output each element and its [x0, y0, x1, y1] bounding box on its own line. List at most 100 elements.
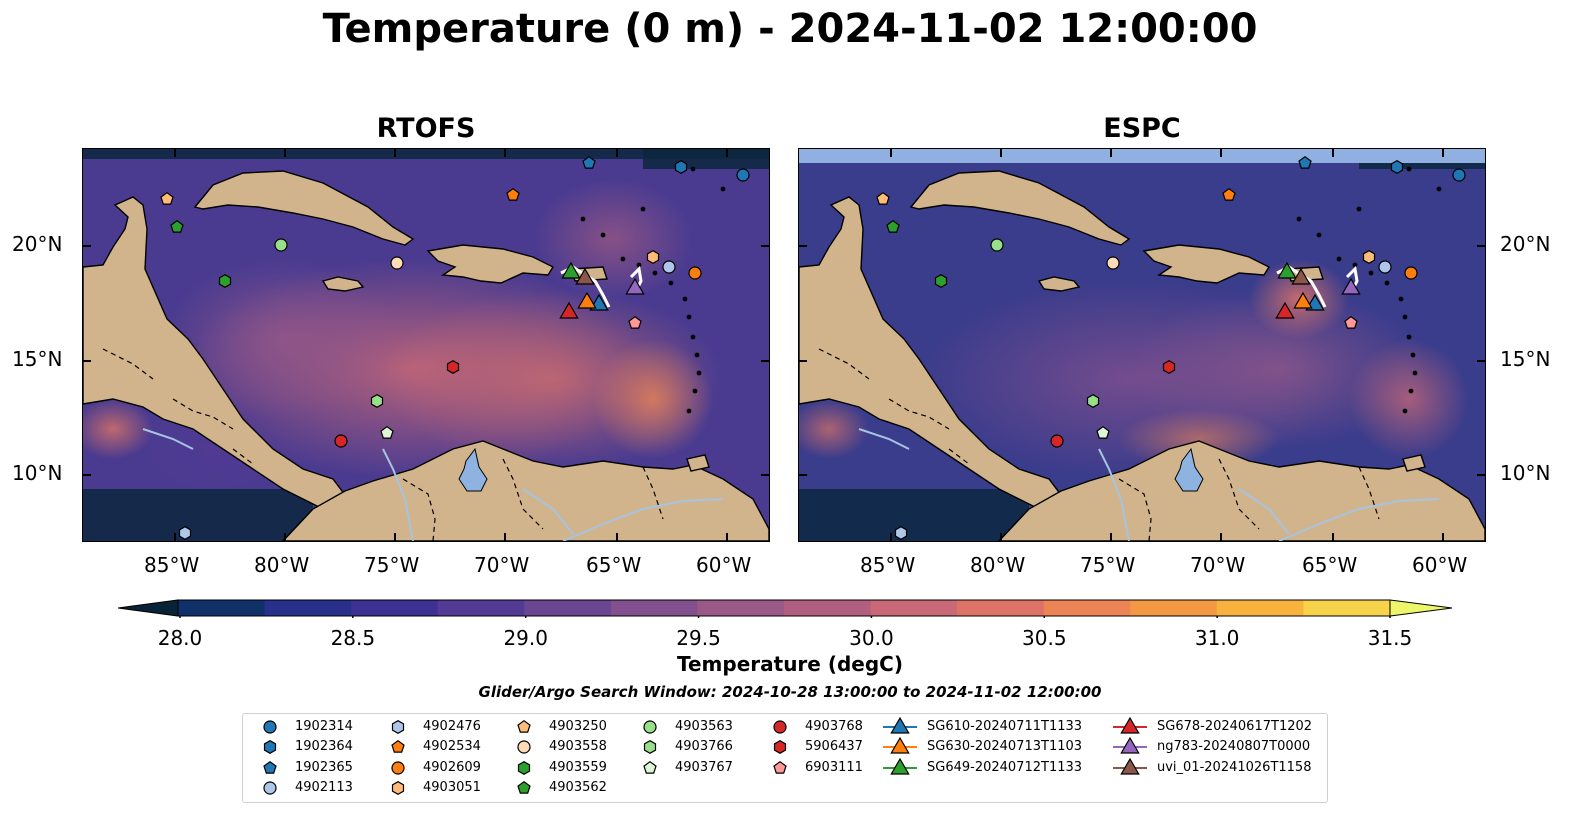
- legend-label: ng783-20240807T0000: [1157, 739, 1311, 754]
- triangle-icon: [1113, 737, 1147, 754]
- marker-4903250: [876, 191, 890, 205]
- lat-tick-label: 15°N: [12, 347, 63, 371]
- country-border: [402, 478, 436, 541]
- river: [382, 448, 414, 541]
- legend-label: 1902364: [295, 739, 353, 754]
- colorbar-segment: [524, 600, 612, 616]
- pentagon-icon: [773, 760, 787, 774]
- marker-SG678-20240617T1202: [1275, 301, 1295, 319]
- marker-SG678-20240617T1202: [559, 301, 579, 319]
- circle-icon: [517, 740, 531, 754]
- marker-1902314: [1452, 168, 1466, 182]
- marker-4902113: [662, 260, 676, 274]
- triangle-icon: [883, 737, 917, 754]
- colorbar-tick-label: 29.5: [676, 626, 721, 650]
- country-border: [172, 398, 234, 430]
- hexagon-icon: [517, 761, 531, 775]
- colorbar-segment: [610, 600, 698, 616]
- colorbar-tick-label: 28.5: [330, 626, 376, 650]
- island: [720, 186, 726, 192]
- marker-4903563: [990, 238, 1004, 252]
- marker-4903563: [274, 238, 288, 252]
- colorbar-segment: [351, 600, 439, 616]
- island: [690, 334, 696, 340]
- island: [1336, 256, 1342, 262]
- island: [1402, 314, 1408, 320]
- marker-4903559: [934, 274, 948, 288]
- colorbar-tick-label: 29.0: [503, 626, 548, 650]
- circle-icon: [391, 761, 405, 775]
- colorbar-segment: [697, 600, 785, 616]
- marker-5906437: [446, 360, 460, 374]
- marker-ng783-20240807T0000: [625, 277, 645, 295]
- river: [1238, 488, 1290, 535]
- hexagon-icon: [773, 740, 787, 754]
- legend-label: 4903767: [675, 760, 733, 775]
- land-mass: [193, 170, 415, 246]
- marker-4902609: [688, 266, 702, 280]
- lat-tick-label: 20°N: [1500, 232, 1551, 256]
- colorbar-label: Temperature (degC): [677, 652, 903, 676]
- search-window-text: Glider/Argo Search Window: 2024-10-28 13…: [478, 683, 1102, 701]
- island: [1352, 262, 1358, 268]
- marker-4903562: [170, 219, 184, 233]
- island: [1436, 186, 1442, 192]
- country-border: [1358, 466, 1380, 520]
- pentagon-icon: [263, 760, 277, 774]
- island: [620, 256, 626, 262]
- pentagon-icon: [517, 719, 531, 733]
- lat-tick-label: 20°N: [12, 232, 63, 256]
- country-border: [232, 448, 254, 465]
- legend-label: 4903051: [423, 780, 481, 795]
- island: [640, 206, 646, 212]
- island: [1406, 334, 1412, 340]
- marker-6903111: [628, 315, 642, 329]
- legend-label: SG678-20240617T1202: [1157, 719, 1313, 734]
- lon-tick-label: 80°W: [970, 553, 1026, 577]
- river: [1098, 448, 1130, 541]
- colorbar-segment: [1303, 600, 1391, 616]
- land-mass: [799, 196, 1066, 510]
- marker-1902365: [1298, 155, 1312, 169]
- panel-title-rtofs: RTOFS: [376, 113, 476, 144]
- temperature-anomaly: [799, 399, 869, 459]
- legend: 1902314 1902364 1902365 4902113 4902476 49025…: [242, 713, 1328, 803]
- lon-tick-label: 80°W: [254, 553, 310, 577]
- lake-maracaibo: [458, 447, 488, 492]
- marker-uvi_01-20241026T1158: [575, 267, 595, 285]
- legend-label: SG630-20240713T1103: [927, 739, 1083, 754]
- river: [522, 488, 574, 535]
- land-mass: [686, 454, 710, 472]
- island: [1408, 388, 1414, 394]
- lat-tick-label: 10°N: [1500, 461, 1551, 485]
- river: [562, 498, 724, 541]
- lon-tick-label: 75°W: [1080, 553, 1136, 577]
- legend-label: 6903111: [805, 760, 863, 775]
- marker-SG649-20240712T1133: [1277, 261, 1297, 279]
- legend-label: 4903559: [549, 760, 607, 775]
- marker-4903768: [1050, 434, 1064, 448]
- marker-4903768: [334, 434, 348, 448]
- legend-label: 4902113: [295, 780, 353, 795]
- lon-tick-label: 60°W: [696, 553, 752, 577]
- marker-SG630-20240713T1103: [577, 291, 597, 309]
- marker-SG649-20240712T1133: [561, 261, 581, 279]
- colorbar-segment: [178, 600, 266, 616]
- legend-label: 4903562: [549, 780, 607, 795]
- island: [1368, 270, 1374, 276]
- island: [682, 296, 688, 302]
- marker-1902364: [1390, 160, 1404, 174]
- island: [686, 408, 692, 414]
- legend-label: 4902534: [423, 739, 481, 754]
- marker-4903559: [218, 274, 232, 288]
- island: [652, 270, 658, 276]
- legend-label: 4903768: [805, 719, 863, 734]
- land-mass: [426, 244, 555, 284]
- land-mass: [321, 276, 365, 292]
- country-border: [888, 398, 950, 430]
- lake-maracaibo: [1174, 447, 1204, 492]
- island: [692, 388, 698, 394]
- marker-4903051: [646, 250, 660, 264]
- legend-label: uvi_01-20241026T1158: [1157, 760, 1312, 775]
- land-mass: [1142, 244, 1271, 284]
